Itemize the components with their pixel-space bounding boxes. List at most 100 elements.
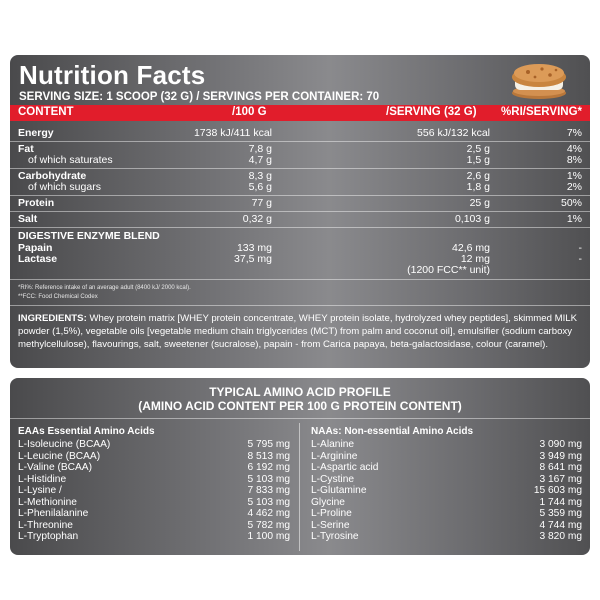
- row-perserving: 2,5 g: [466, 143, 490, 155]
- row-perserving: 556 kJ/132 kcal: [417, 127, 490, 139]
- row-name: Salt: [18, 213, 38, 225]
- row-per100: 1738 kJ/411 kcal: [193, 127, 272, 139]
- header-perserving: /SERVING (32 G): [386, 106, 477, 118]
- amino-name: L-Lysine /: [18, 485, 62, 497]
- header-content: CONTENT: [18, 106, 74, 118]
- amino-name: L-Alanine: [311, 439, 355, 450]
- row-per100: 133 mg: [236, 242, 272, 254]
- amino-name: L-Cystine: [311, 473, 355, 485]
- list-item: L-Serine 4 744 mg: [311, 520, 582, 532]
- table-header: CONTENT /100 G /SERVING (32 G) %RI/SERVI…: [10, 105, 590, 121]
- row-perserving: 12 mg: [460, 253, 490, 265]
- row-per100: 37,5 mg: [234, 253, 272, 265]
- divider: [10, 168, 590, 169]
- amino-name: L-Tryptophan: [18, 531, 79, 543]
- row-perserving: 0,103 g: [454, 213, 490, 225]
- row-ri: 8%: [566, 154, 582, 166]
- row-per100: 8,3 g: [248, 170, 272, 182]
- amino-name: L-Histidine: [18, 473, 67, 485]
- row-ri: 2%: [566, 181, 582, 193]
- amino-name: L-Methionine: [18, 496, 77, 508]
- row-name: Carbohydrate: [18, 170, 87, 182]
- amino-name: L-Isoleucine (BCAA): [18, 439, 111, 450]
- amino-value: 3 820 mg: [539, 531, 582, 543]
- amino-value: 5 103 mg: [247, 473, 290, 485]
- naa-heading: NAAs: Non-essential Amino Acids: [311, 426, 474, 437]
- amino-name: L-Leucine (BCAA): [18, 450, 101, 462]
- ingredients-label: INGREDIENTS:: [18, 313, 87, 324]
- list-item: L-Leucine (BCAA) 8 513 mg: [18, 451, 290, 463]
- row-per100: 77 g: [251, 197, 272, 209]
- amino-acid-panel: TYPICAL AMINO ACID PROFILE (AMINO ACID C…: [10, 378, 590, 555]
- row-name: Protein: [18, 197, 55, 209]
- row-perserving: 2,6 g: [466, 170, 490, 182]
- amino-name: L-Glutamine: [311, 485, 367, 497]
- column-divider: [299, 423, 300, 551]
- list-item: L-Histidine 5 103 mg: [18, 474, 290, 486]
- cookie-sandwich-icon: [512, 64, 566, 99]
- amino-value: 1 100 mg: [247, 531, 290, 543]
- amino-value: 3 090 mg: [539, 439, 582, 450]
- row-name: of which sugars: [28, 181, 101, 193]
- list-item: L-Isoleucine (BCAA) 5 795 mg: [18, 439, 290, 451]
- row-per100: 0,32 g: [242, 213, 272, 225]
- row-ri: 50%: [560, 197, 582, 209]
- naa-list: L-Alanine 3 090 mg L-Arginine 3 949 mg L-A…: [311, 439, 582, 543]
- amino-name: L-Threonine: [18, 519, 73, 531]
- ingredients-text: Whey protein matrix [WHEY protein concen…: [18, 313, 577, 350]
- amino-name: L-Valine (BCAA): [18, 462, 92, 474]
- amino-value: 3 167 mg: [539, 473, 582, 485]
- row-name: Lactase: [18, 253, 58, 265]
- row-ri: -: [578, 253, 583, 265]
- divider: [10, 195, 590, 196]
- amino-name: Glycine: [311, 496, 345, 508]
- divider: [10, 141, 590, 142]
- row-name: Papain: [18, 242, 53, 254]
- row-ri: 1%: [566, 213, 582, 225]
- eaa-list: L-Isoleucine (BCAA) 5 795 mg L-Leucine (B…: [18, 439, 290, 543]
- ingredients: INGREDIENTS: Whey protein matrix [WHEY p…: [18, 312, 584, 351]
- amino-value: 8 641 mg: [539, 462, 582, 474]
- row-ri: 1%: [566, 170, 582, 182]
- amino-value: 6 192 mg: [247, 462, 290, 474]
- eaa-heading: EAAs Essential Amino Acids: [18, 426, 155, 437]
- list-item: L-Threonine 5 782 mg: [18, 520, 290, 532]
- enzyme-heading: DIGESTIVE ENZYME BLEND: [18, 230, 160, 242]
- row-ri: 7%: [566, 127, 582, 139]
- header-per100: /100 G: [232, 106, 267, 118]
- enzyme-unit-note: (1200 FCC** unit): [407, 264, 490, 276]
- amino-value: 5 782 mg: [247, 519, 290, 531]
- row-per100: 5,6 g: [248, 181, 272, 193]
- row-ri: 4%: [566, 143, 582, 155]
- row-ri: -: [578, 242, 583, 254]
- amino-name: L-Phenilalanine: [18, 508, 89, 520]
- amino-name: L-Proline: [311, 508, 352, 520]
- footnote-ri: *RI%: Reference intake of an average adu…: [18, 285, 191, 291]
- row-name: Fat: [18, 143, 34, 155]
- list-item: L-Aspartic acid 8 641 mg: [311, 462, 582, 474]
- divider: [10, 305, 590, 306]
- divider: [10, 418, 590, 419]
- list-item: Glycine 1 744 mg: [311, 497, 582, 509]
- amino-value: 5 103 mg: [247, 496, 290, 508]
- header-ri: %RI/SERVING*: [501, 106, 582, 118]
- serving-size: SERVING SIZE: 1 SCOOP (32 G) / SERVINGS …: [19, 91, 380, 103]
- row-per100: 4,7 g: [248, 154, 272, 166]
- amino-value: 5 795 mg: [247, 439, 290, 450]
- row-perserving: 25 g: [469, 197, 490, 209]
- divider: [10, 227, 590, 228]
- divider: [10, 211, 590, 212]
- list-item: L-Phenilalanine 4 462 mg: [18, 508, 290, 520]
- page-title: Nutrition Facts: [19, 60, 206, 90]
- row-per100: 7,8 g: [248, 143, 272, 155]
- list-item: L-Lysine / 7 833 mg: [18, 485, 290, 497]
- row-name: Energy: [18, 127, 54, 139]
- amino-name: L-Tyrosine: [311, 531, 359, 543]
- amino-value: 3 949 mg: [539, 450, 582, 462]
- list-item: L-Arginine 3 949 mg: [311, 451, 582, 463]
- list-item: L-Methionine 5 103 mg: [18, 497, 290, 509]
- amino-name: L-Aspartic acid: [311, 462, 379, 474]
- divider: [10, 279, 590, 280]
- row-perserving: 1,8 g: [466, 181, 490, 193]
- row-name: of which saturates: [28, 154, 113, 166]
